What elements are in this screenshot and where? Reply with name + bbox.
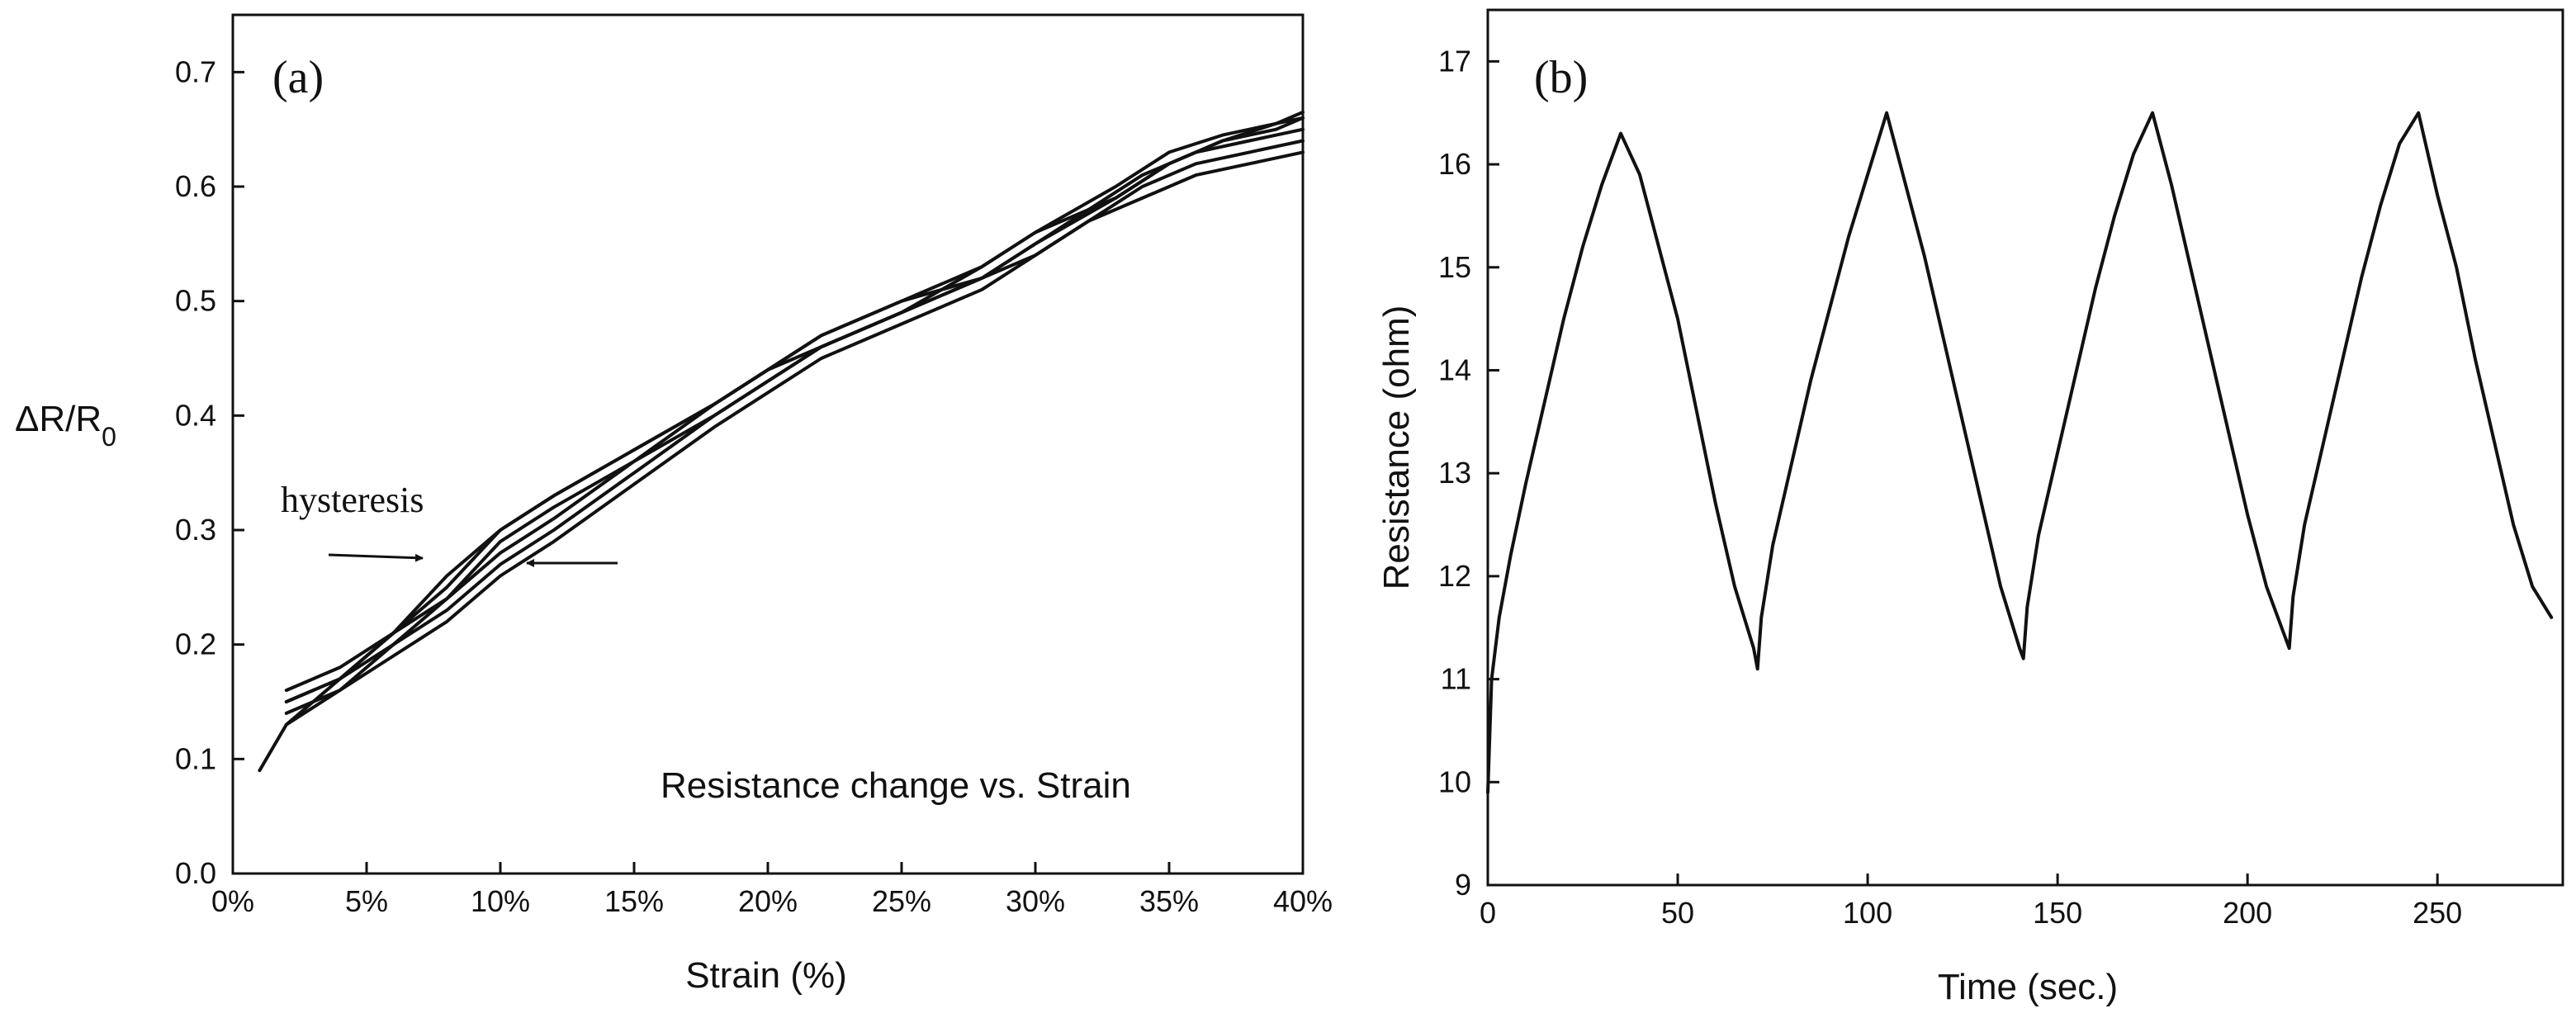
- chart-b-x-ticks: 0 50 100 150 200 250: [1480, 874, 2462, 930]
- chart-b-series: [1486, 111, 2554, 794]
- chart-a: 0% 5% 10% 15% 20% 25% 30% 35% 40% 0.00.10.20.30.…: [15, 13, 1333, 996]
- x-tick-label: 100: [1843, 896, 1892, 930]
- x-tick-label: 150: [2033, 896, 2082, 930]
- x-tick-label: 200: [2223, 896, 2272, 930]
- y-tick-label: 17: [1438, 44, 1471, 78]
- y-tick-label: 0.2: [175, 627, 216, 661]
- x-tick-label: 10%: [471, 884, 530, 918]
- chart-a-y-ticks: 0.0 0.1 0.2 0.3 0.4 0.5 0.6 0.7: [175, 54, 244, 890]
- y-tick-label: 0.5: [175, 284, 216, 318]
- x-tick-label: 250: [2413, 896, 2462, 930]
- chart-b-frame: [1486, 8, 2564, 887]
- chart-b: 0 50 100 150 200 250 9 10 11 12 13 14 15 16 17 (b) Ti…: [1376, 8, 2564, 1007]
- y-tick-label: 14: [1438, 353, 1471, 386]
- y-tick-label: 0.4: [175, 398, 216, 432]
- chart-a-x-label: Strain (%): [685, 955, 847, 996]
- chart-b-panel-label: (b): [1534, 52, 1588, 103]
- y-tick-label: 0.0: [175, 856, 216, 890]
- x-tick-label: 5%: [345, 884, 388, 918]
- hysteresis-arrow-loading: [328, 553, 424, 562]
- y-tick-label: 0.3: [175, 513, 216, 547]
- y-tick-label: 15: [1438, 250, 1471, 284]
- series-line-loading-3: [284, 110, 1305, 693]
- x-tick-label: 30%: [1006, 884, 1065, 918]
- chart-a-y-label-sub: 0: [102, 422, 116, 452]
- x-tick-label: 25%: [872, 884, 931, 918]
- chart-a-x-ticks: 0% 5% 10% 15% 20% 25% 30% 35% 40%: [211, 862, 1333, 918]
- y-tick-label: 12: [1438, 559, 1471, 593]
- y-tick-label: 0.1: [175, 741, 216, 775]
- chart-a-y-label-main: ΔR/R: [15, 399, 102, 439]
- chart-a-panel-label: (a): [272, 52, 324, 103]
- x-tick-label: 15%: [604, 884, 664, 918]
- y-tick-label: 13: [1438, 456, 1471, 490]
- x-tick-label: 0%: [211, 884, 254, 918]
- chart-b-x-label: Time (sec.): [1938, 967, 2118, 1007]
- x-tick-label: 20%: [738, 884, 798, 918]
- y-tick-label: 9: [1455, 868, 1471, 902]
- x-tick-label: 50: [1661, 896, 1694, 930]
- y-tick-label: 11: [1441, 662, 1471, 696]
- y-tick-label: 10: [1438, 765, 1471, 798]
- chart-a-series: [258, 110, 1305, 773]
- series-line-resistance: [1486, 111, 2554, 794]
- x-tick-label: 0: [1480, 896, 1496, 930]
- chart-a-annotation: Resistance change vs. Strain: [661, 765, 1131, 806]
- chart-a-y-label: ΔR/R0: [15, 399, 116, 452]
- y-tick-label: 0.6: [175, 169, 216, 203]
- hysteresis-label: hysteresis: [281, 480, 424, 520]
- chart-b-y-ticks: 9 10 11 12 13 14 15 16 17: [1438, 44, 1499, 902]
- y-tick-label: 16: [1438, 147, 1471, 181]
- y-tick-label: 0.7: [175, 54, 216, 88]
- chart-a-frame: [231, 13, 1305, 875]
- series-line-loading-1: [258, 116, 1305, 773]
- x-tick-label: 35%: [1139, 884, 1199, 918]
- chart-b-y-label: Resistance (ohm): [1376, 305, 1417, 590]
- series-line-unloading-1: [284, 139, 1305, 727]
- series-line-unloading-3: [284, 150, 1305, 715]
- x-tick-label: 40%: [1273, 884, 1333, 918]
